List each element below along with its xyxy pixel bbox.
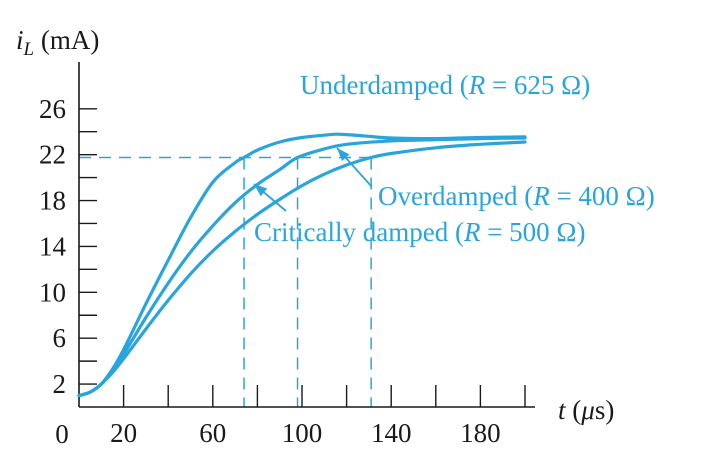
x-axis-symbol: t: [558, 395, 567, 425]
annotation-overdamped-post: = 400 Ω): [550, 181, 655, 211]
annotation-overdamped: Overdamped (R = 400 Ω): [378, 181, 655, 211]
y-tick-label: 14: [39, 231, 67, 261]
x-tick-label: 140: [371, 418, 412, 448]
y-tick-label: 18: [39, 186, 66, 216]
annotation-critically-damped-post: = 500 Ω): [480, 217, 585, 247]
x-axis-mu: μ: [580, 395, 595, 425]
annotation-underdamped: Underdamped (R = 625 Ω): [300, 70, 590, 100]
arrow-overdamped-head: [337, 148, 350, 162]
annotation-overdamped-var: R: [532, 181, 550, 211]
y-tick-label: 22: [39, 140, 66, 170]
annotation-overdamped-pre: Overdamped (: [378, 181, 533, 211]
series-underdamped: [77, 132, 527, 398]
x-tick-label: 100: [282, 418, 323, 448]
x-axis-unit-open: (: [566, 395, 582, 425]
annotation-arrows: [253, 147, 373, 212]
annotation-critically-damped-pre: Critically damped (: [254, 217, 464, 247]
annotation-critically-damped-var: R: [463, 217, 481, 247]
x-tick-label: 60: [199, 418, 226, 448]
y-tick-label: 2: [53, 369, 67, 399]
annotation-underdamped-pre: Underdamped (: [300, 70, 469, 100]
annotation-critically-damped: Critically damped (R = 500 Ω): [254, 217, 585, 247]
y-axis-unit: (mA): [34, 25, 99, 55]
series-overdamped: [77, 140, 527, 398]
y-axis-symbol: i: [16, 25, 24, 55]
x-tick-label: 180: [460, 418, 501, 448]
y-tick-label: 6: [53, 323, 67, 353]
annotation-underdamped-post: = 625 Ω): [485, 70, 590, 100]
labels: iL (mA) t (μs) 0 Underdamped (R = 625 Ω)…: [16, 25, 655, 449]
x-axis-title: t (μs): [558, 395, 614, 425]
y-tick-label: 26: [39, 94, 66, 124]
y-axis-title: iL (mA): [16, 25, 99, 60]
series: [77, 132, 527, 398]
origin-label: 0: [55, 419, 69, 449]
y-axis-subscript: L: [23, 39, 35, 60]
reference-lines: [79, 156, 372, 407]
annotation-underdamped-var: R: [468, 70, 486, 100]
x-tick-label: 20: [110, 418, 137, 448]
arrow-critically-damped-head: [254, 184, 268, 197]
axes: [78, 62, 535, 408]
y-tick-label: 10: [39, 277, 66, 307]
series-critically-damped: [77, 136, 527, 398]
x-axis-unit-rest: s): [595, 395, 615, 425]
